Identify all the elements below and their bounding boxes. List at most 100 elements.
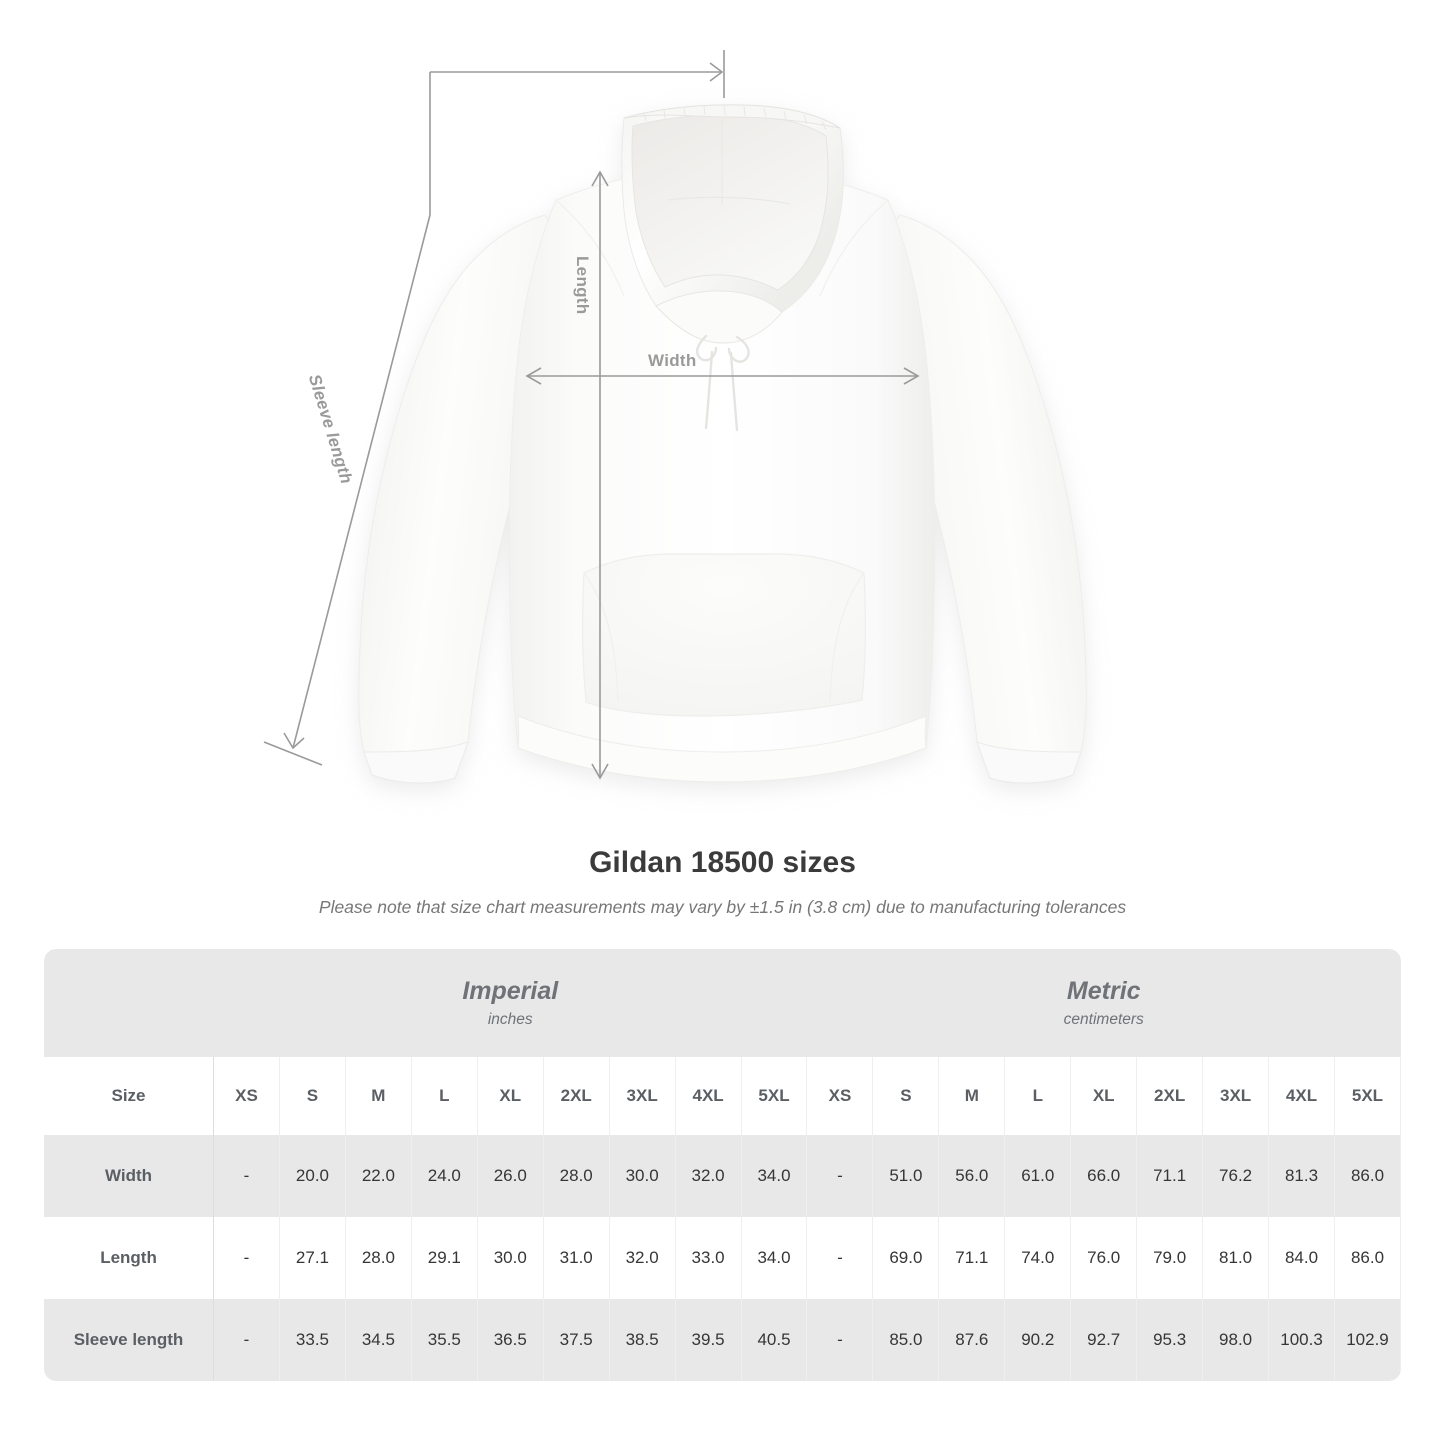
cell-width-imperial-s: 20.0 xyxy=(279,1135,346,1217)
cell-length-metric-xs: - xyxy=(806,1217,874,1299)
cell-length-metric-s: 69.0 xyxy=(872,1217,940,1299)
cell-sleeve-length-imperial-4xl: 39.5 xyxy=(675,1299,742,1381)
cell-sleeve-length-imperial-xs: - xyxy=(213,1299,280,1381)
size-header-metric-s: S xyxy=(872,1057,940,1135)
size-header-imperial-2xl: 2XL xyxy=(543,1057,610,1135)
cell-width-metric-2xl: 71.1 xyxy=(1136,1135,1204,1217)
cell-width-imperial-2xl: 28.0 xyxy=(543,1135,610,1217)
cell-sleeve-length-metric-3xl: 98.0 xyxy=(1202,1299,1270,1381)
size-header-imperial-xl: XL xyxy=(477,1057,544,1135)
width-arrowhead-right xyxy=(903,367,920,385)
row-label-length: Length xyxy=(44,1217,215,1299)
cell-width-metric-xs: - xyxy=(806,1135,874,1217)
cell-length-metric-m: 71.1 xyxy=(938,1217,1006,1299)
cell-sleeve-length-metric-xs: - xyxy=(806,1299,874,1381)
unit-banner-metric: Metric centimeters xyxy=(806,949,1401,1057)
cell-sleeve-length-imperial-m: 34.5 xyxy=(345,1299,412,1381)
cell-sleeve-length-imperial-xl: 36.5 xyxy=(477,1299,544,1381)
cell-length-imperial-xl: 30.0 xyxy=(477,1217,544,1299)
size-header-metric-2xl: 2XL xyxy=(1136,1057,1204,1135)
cell-length-imperial-5xl: 34.0 xyxy=(741,1217,808,1299)
cell-width-metric-4xl: 81.3 xyxy=(1268,1135,1335,1217)
cell-width-metric-xl: 66.0 xyxy=(1070,1135,1138,1217)
cell-length-metric-2xl: 79.0 xyxy=(1136,1217,1204,1299)
cell-width-metric-5xl: 86.0 xyxy=(1334,1135,1401,1217)
unit-name: Imperial xyxy=(462,977,559,1005)
cell-width-metric-m: 56.0 xyxy=(938,1135,1006,1217)
cell-sleeve-length-imperial-5xl: 40.5 xyxy=(741,1299,808,1381)
size-header-imperial-l: L xyxy=(411,1057,478,1135)
measurement-lines xyxy=(263,50,920,780)
cell-length-metric-xl: 76.0 xyxy=(1070,1217,1138,1299)
cell-sleeve-length-metric-l: 90.2 xyxy=(1004,1299,1072,1381)
size-header-imperial-5xl: 5XL xyxy=(741,1057,808,1135)
size-header-metric-m: M xyxy=(938,1057,1006,1135)
size-header-imperial-3xl: 3XL xyxy=(609,1057,676,1135)
sleeve-length-line xyxy=(292,214,431,749)
cell-width-imperial-xl: 26.0 xyxy=(477,1135,544,1217)
title-block: Gildan 18500 sizes Please note that size… xyxy=(0,843,1445,919)
cell-length-imperial-3xl: 32.0 xyxy=(609,1217,676,1299)
cell-sleeve-length-metric-s: 85.0 xyxy=(872,1299,940,1381)
cell-sleeve-length-metric-5xl: 102.9 xyxy=(1334,1299,1401,1381)
size-header-metric-l: L xyxy=(1004,1057,1072,1135)
cell-sleeve-length-imperial-2xl: 37.5 xyxy=(543,1299,610,1381)
size-header-row: Size XS S M L XL 2XL 3XL 4XL 5XL XS S M L XL 2XL 3XL 4XL 5… xyxy=(44,1057,1401,1135)
size-chart-table: Imperial inches Metric centimeters Size XS S M L… xyxy=(44,949,1401,1381)
unit-banner-imperial: Imperial inches xyxy=(213,949,807,1057)
table-row: Width -20.0 22.0 24.0 26.0 28.0 30.0 32.0 34.0-5… xyxy=(44,1135,1401,1217)
cell-length-metric-5xl: 86.0 xyxy=(1334,1217,1401,1299)
size-chart-container: Imperial inches Metric centimeters Size XS S M L… xyxy=(44,949,1401,1381)
page-subtitle: Please note that size chart measurements… xyxy=(318,897,1127,917)
size-header-metric-xs: XS xyxy=(806,1057,874,1135)
cell-sleeve-length-metric-2xl: 95.3 xyxy=(1136,1299,1204,1381)
row-label-sleeve-length: Sleeve length xyxy=(44,1299,215,1381)
cell-width-metric-3xl: 76.2 xyxy=(1202,1135,1270,1217)
unit-banner-row: Imperial inches Metric centimeters xyxy=(44,949,1401,1057)
unit-name: Metric xyxy=(1066,977,1141,1005)
cell-width-imperial-4xl: 32.0 xyxy=(675,1135,742,1217)
size-column-header: Size xyxy=(44,1057,215,1135)
length-arrowhead-top xyxy=(591,170,609,187)
length-arrowhead-bottom xyxy=(591,763,609,780)
size-header-metric-5xl: 5XL xyxy=(1334,1057,1401,1135)
sleeve-length-arrowhead xyxy=(283,732,305,750)
cell-length-imperial-2xl: 31.0 xyxy=(543,1217,610,1299)
table-row: Sleeve length -33.5 34.5 35.5 36.5 37.5 38.5 39… xyxy=(44,1299,1401,1381)
unit-subtitle: centimeters xyxy=(1063,1011,1144,1028)
hoodie-measurement-diagram: Length Width Sleeve length xyxy=(263,50,1087,784)
table-row: Length -27.1 28.0 29.1 30.0 31.0 32.0 33.0 34.0-… xyxy=(44,1217,1401,1299)
sleeve-length-end-tick xyxy=(263,741,323,766)
cell-width-metric-s: 51.0 xyxy=(872,1135,940,1217)
cell-length-imperial-m: 28.0 xyxy=(345,1217,412,1299)
cell-width-imperial-l: 24.0 xyxy=(411,1135,478,1217)
cell-width-imperial-xs: - xyxy=(213,1135,280,1217)
cell-length-imperial-xs: - xyxy=(213,1217,280,1299)
width-arrowhead-left xyxy=(525,367,542,385)
hoodie-illustration xyxy=(358,104,1087,784)
cell-sleeve-length-imperial-l: 35.5 xyxy=(411,1299,478,1381)
size-header-metric-xl: XL xyxy=(1070,1057,1138,1135)
size-header-imperial-xs: XS xyxy=(213,1057,280,1135)
cell-length-metric-4xl: 84.0 xyxy=(1268,1217,1335,1299)
cell-sleeve-length-metric-xl: 92.7 xyxy=(1070,1299,1138,1381)
row-label-width: Width xyxy=(44,1135,215,1217)
cell-sleeve-length-metric-4xl: 100.3 xyxy=(1268,1299,1335,1381)
cell-width-imperial-3xl: 30.0 xyxy=(609,1135,676,1217)
size-header-imperial-s: S xyxy=(279,1057,346,1135)
cell-length-imperial-l: 29.1 xyxy=(411,1217,478,1299)
cell-width-imperial-m: 22.0 xyxy=(345,1135,412,1217)
size-header-metric-3xl: 3XL xyxy=(1202,1057,1270,1135)
cell-sleeve-length-imperial-3xl: 38.5 xyxy=(609,1299,676,1381)
unit-banner-spacer xyxy=(44,949,214,1057)
cell-length-imperial-4xl: 33.0 xyxy=(675,1217,742,1299)
cell-length-metric-l: 74.0 xyxy=(1004,1217,1072,1299)
cell-sleeve-length-imperial-s: 33.5 xyxy=(279,1299,346,1381)
cell-sleeve-length-metric-m: 87.6 xyxy=(938,1299,1006,1381)
size-header-metric-4xl: 4XL xyxy=(1268,1057,1335,1135)
page-title: Gildan 18500 sizes xyxy=(589,846,856,879)
cell-width-imperial-5xl: 34.0 xyxy=(741,1135,808,1217)
cell-length-imperial-s: 27.1 xyxy=(279,1217,346,1299)
size-header-imperial-4xl: 4XL xyxy=(675,1057,742,1135)
length-measure-label: Length xyxy=(573,256,592,315)
